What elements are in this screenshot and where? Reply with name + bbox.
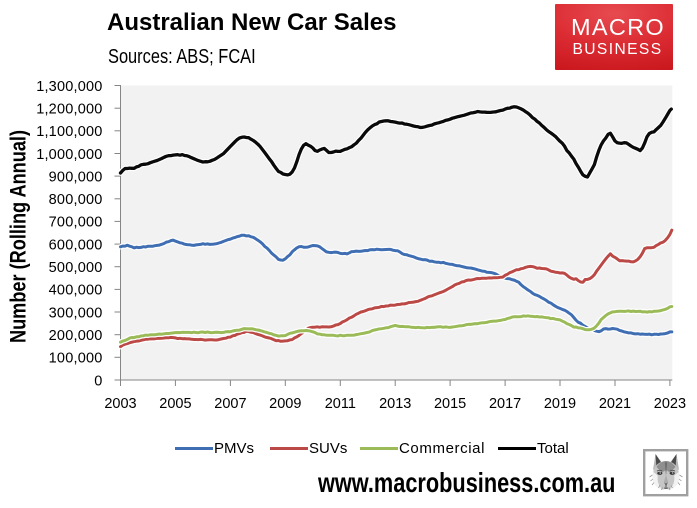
svg-text:400,000: 400,000	[49, 283, 103, 299]
svg-text:900,000: 900,000	[49, 169, 103, 185]
svg-text:1,200,000: 1,200,000	[36, 102, 102, 118]
svg-text:200,000: 200,000	[49, 328, 103, 344]
svg-text:2013: 2013	[379, 396, 411, 412]
svg-text:2019: 2019	[544, 396, 576, 412]
svg-text:100,000: 100,000	[49, 351, 103, 367]
svg-text:2007: 2007	[214, 396, 246, 412]
svg-text:0: 0	[94, 373, 102, 389]
svg-text:2009: 2009	[269, 396, 301, 412]
svg-text:500,000: 500,000	[49, 260, 103, 276]
svg-text:2023: 2023	[654, 396, 686, 412]
svg-text:Number (Rolling Annual): Number (Rolling Annual)	[6, 130, 31, 343]
svg-text:2021: 2021	[599, 396, 631, 412]
svg-text:1,100,000: 1,100,000	[36, 124, 102, 140]
svg-text:1,000,000: 1,000,000	[36, 147, 102, 163]
svg-text:2003: 2003	[104, 396, 136, 412]
svg-text:2015: 2015	[434, 396, 466, 412]
svg-text:2017: 2017	[489, 396, 521, 412]
svg-text:600,000: 600,000	[49, 237, 103, 253]
svg-text:2011: 2011	[325, 396, 356, 412]
svg-text:700,000: 700,000	[49, 215, 103, 231]
svg-text:300,000: 300,000	[49, 305, 103, 321]
svg-text:800,000: 800,000	[49, 192, 103, 208]
svg-text:2005: 2005	[159, 396, 191, 412]
svg-text:1,300,000: 1,300,000	[36, 79, 102, 95]
